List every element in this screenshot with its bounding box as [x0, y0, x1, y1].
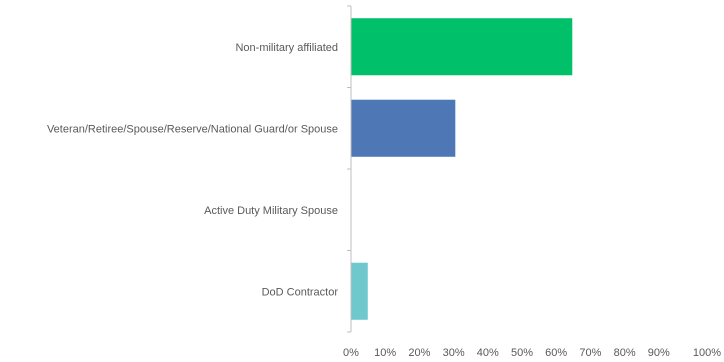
- x-tick-label: 10%: [374, 347, 396, 359]
- x-tick-label: 100%: [693, 347, 721, 359]
- bar-3: [351, 262, 368, 320]
- category-labels: Non-military affiliated Veteran/Retiree/S…: [47, 42, 338, 299]
- x-tick-label: 20%: [408, 347, 430, 359]
- x-tick-label: 50%: [511, 347, 533, 359]
- x-tick-label: 80%: [614, 347, 636, 359]
- bar-1: [351, 99, 456, 157]
- category-label: DoD Contractor: [262, 286, 339, 298]
- x-tick-label: 60%: [545, 347, 567, 359]
- x-tick-label: 30%: [443, 347, 465, 359]
- bar-0: [351, 18, 573, 76]
- x-axis: 0% 10% 20% 30% 40% 50% 60% 70% 80% 90% 100%: [343, 5, 721, 359]
- bars-group: [351, 18, 573, 320]
- category-label: Active Duty Military Spouse: [204, 205, 338, 217]
- x-tick-label: 70%: [579, 347, 601, 359]
- category-label: Veteran/Retiree/Spouse/Reserve/National …: [47, 123, 338, 135]
- x-tick-label: 40%: [477, 347, 499, 359]
- x-tick-label: 90%: [648, 347, 670, 359]
- category-label: Non-military affiliated: [235, 42, 338, 54]
- x-tick-label: 0%: [343, 347, 359, 359]
